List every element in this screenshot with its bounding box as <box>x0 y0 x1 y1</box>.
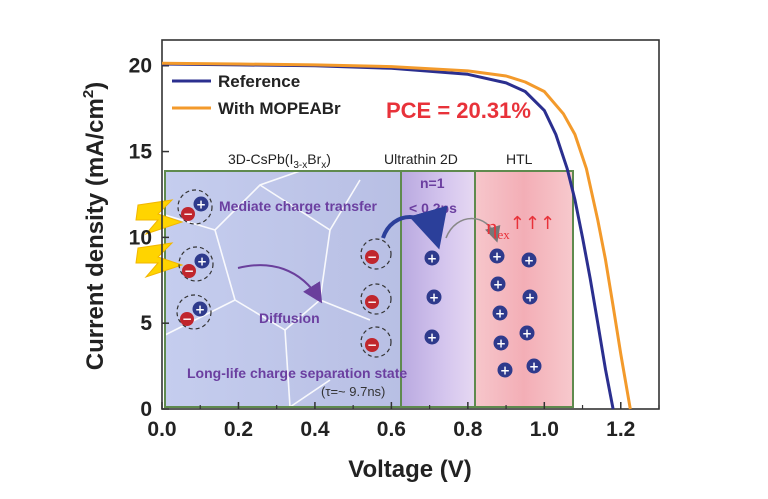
x-tick-label: 0.8 <box>453 418 483 441</box>
hole-icon <box>489 248 505 264</box>
region-2d-label: Ultrathin 2D <box>384 151 458 167</box>
region-htl-background <box>475 171 573 407</box>
legend-label-reference: Reference <box>218 72 300 91</box>
hole-sign: + <box>493 278 503 292</box>
hole-icon <box>194 253 210 269</box>
transfer-arrow-blue <box>381 205 448 250</box>
transfer-arrow-gray <box>445 217 501 243</box>
transfer-time-text: < 0.2ps <box>409 200 457 216</box>
hole-icon <box>521 252 537 268</box>
y-tick-label: 15 <box>129 141 153 164</box>
x-tick-label: 0.4 <box>300 418 330 441</box>
exciton-ring <box>177 189 213 225</box>
electron-icon <box>182 264 196 278</box>
x-tick-label: 0.0 <box>147 418 176 441</box>
hole-icon <box>424 329 440 345</box>
hole-sign: + <box>197 255 207 269</box>
mediate-charge-transfer-text: Mediate charge transfer <box>219 198 377 214</box>
plot-frame <box>161 39 660 410</box>
electron-sign: − <box>184 264 194 278</box>
carriers: + + + + + + + + + + + + <box>424 248 542 378</box>
hole-icon <box>492 305 508 321</box>
electron-icon <box>365 250 379 264</box>
electron-sign: − <box>367 338 377 352</box>
legend: Reference With MOPEABr <box>172 72 341 118</box>
inset-illustration: 3D-CsPb(I3-xBrx) Ultrathin 2D HTL −+−+−+… <box>135 151 574 408</box>
electron-icon <box>365 295 379 309</box>
tau-text: (τ=~ 9.7ns) <box>321 384 385 399</box>
lightning-icon <box>135 199 184 279</box>
exciton-ring <box>178 246 214 282</box>
hole-sign: + <box>427 252 437 266</box>
x-axis-label: Voltage (V) <box>348 456 472 483</box>
exciton-ring <box>176 294 212 330</box>
electron-icon <box>181 207 195 221</box>
diffusion-arrow <box>237 264 323 304</box>
y-tick-label: 10 <box>129 226 152 249</box>
y-tick-label: 0 <box>140 398 152 421</box>
hole-sign: + <box>496 337 506 351</box>
x-tick-label: 1.2 <box>606 418 635 441</box>
hole-sign: + <box>427 331 437 345</box>
hole-sign: + <box>500 364 510 378</box>
exciton-pairs: −+−+−+−−− <box>176 189 392 358</box>
hole-icon <box>426 289 442 305</box>
hole-icon <box>493 335 509 351</box>
exciton-ring <box>360 326 392 358</box>
x-tick-label: 1.0 <box>530 418 559 441</box>
hole-icon <box>497 362 513 378</box>
hole-sign: + <box>196 198 206 212</box>
jv-curves <box>161 61 632 410</box>
hole-icon <box>526 358 542 374</box>
diffusion-text: Diffusion <box>259 310 320 326</box>
electron-icon <box>180 312 194 326</box>
electron-icon <box>365 338 379 352</box>
hole-icon <box>193 196 209 212</box>
hole-icon <box>522 289 538 305</box>
hole-sign: + <box>525 291 535 305</box>
hole-sign: + <box>524 254 534 268</box>
eta-ex-text: ηex↑↑↑ <box>486 213 555 242</box>
hole-icon <box>519 325 535 341</box>
hole-sign: + <box>495 307 505 321</box>
long-life-text: Long-life charge separation state <box>187 365 407 381</box>
exciton-ring <box>360 283 392 315</box>
hole-sign: + <box>429 291 439 305</box>
axis-ticks: 0.0 0.2 0.4 0.6 0.8 1.0 1.2 0 5 10 15 20 <box>129 55 660 441</box>
y-tick-label: 20 <box>129 55 152 78</box>
y-axis-label: Current density (mA/cm2) <box>80 82 109 370</box>
x-tick-label: 0.6 <box>377 418 406 441</box>
hole-icon <box>192 301 208 317</box>
legend-label-mopeabr: With MOPEABr <box>218 99 341 118</box>
inset-border <box>164 170 574 408</box>
hole-sign: + <box>522 327 532 341</box>
hole-sign: + <box>529 360 539 374</box>
hole-sign: + <box>195 303 205 317</box>
y-tick-label: 5 <box>140 312 152 335</box>
series-line-mopeabr <box>161 61 632 410</box>
pce-annotation: PCE = 20.31% <box>386 98 531 123</box>
region-htl-label: HTL <box>506 151 533 167</box>
electron-sign: − <box>182 312 192 326</box>
n1-text: n=1 <box>420 175 445 191</box>
electron-sign: − <box>183 207 193 221</box>
electron-sign: − <box>367 295 377 309</box>
hole-icon <box>424 250 440 266</box>
grain-boundaries <box>164 170 371 408</box>
x-tick-label: 0.2 <box>224 418 253 441</box>
electron-sign: − <box>367 250 377 264</box>
hole-icon <box>490 276 506 292</box>
exciton-ring <box>360 238 392 270</box>
hole-sign: + <box>492 250 502 264</box>
region-3d-label: 3D-CsPb(I3-xBrx) <box>228 151 331 171</box>
